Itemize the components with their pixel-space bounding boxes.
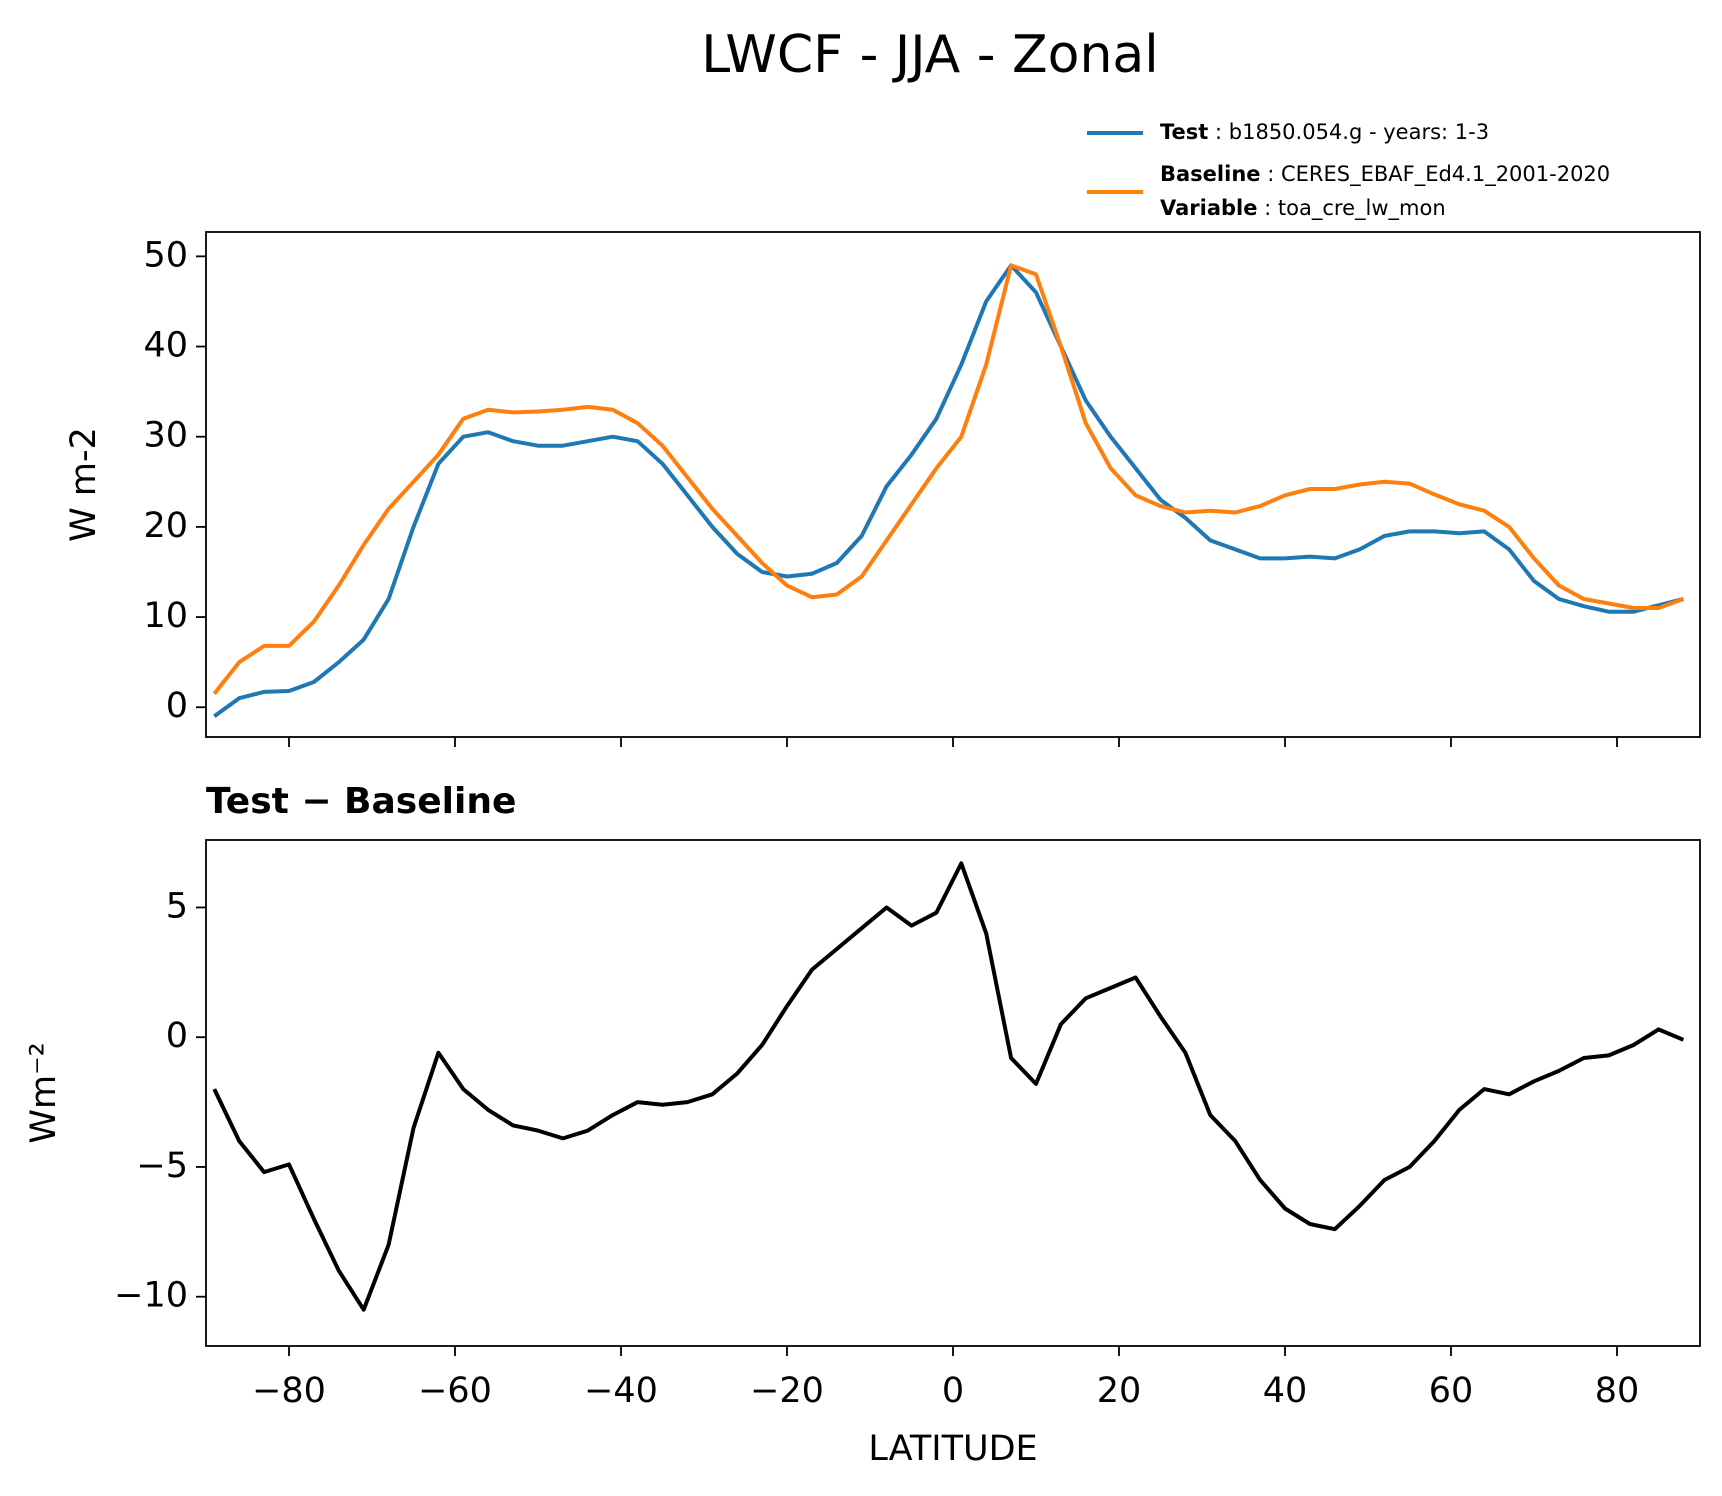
x-tick-label: 80 bbox=[1595, 1371, 1640, 1411]
y-tick-label: 30 bbox=[143, 416, 188, 456]
y-tick-label: 5 bbox=[166, 886, 188, 926]
x-tick-label: −60 bbox=[418, 1371, 492, 1411]
y-tick-label: 20 bbox=[143, 506, 188, 546]
legend-entry: Baseline : CERES_EBAF_Ed4.1_2001-2020 bbox=[1160, 162, 1610, 187]
y-tick-label: 10 bbox=[143, 596, 188, 636]
legend-entry: Test : b1850.054.g - years: 1-3 bbox=[1160, 120, 1489, 144]
legend-separator: : bbox=[1257, 196, 1277, 220]
x-tick-label: −20 bbox=[750, 1371, 824, 1411]
legend-text: CERES_EBAF_Ed4.1_2001-2020 bbox=[1281, 162, 1610, 187]
y-tick-label: 0 bbox=[166, 1016, 188, 1056]
x-tick-label: 0 bbox=[942, 1371, 964, 1411]
series-line bbox=[212, 861, 1685, 1312]
x-tick-label: −40 bbox=[584, 1371, 658, 1411]
y-tick-label: −5 bbox=[136, 1146, 188, 1186]
y-axis-label: W m-2 bbox=[64, 427, 104, 542]
legend-entry: Variable : toa_cre_lw_mon bbox=[1160, 196, 1446, 221]
legend-separator: : bbox=[1208, 120, 1228, 144]
y-tick-label: −10 bbox=[114, 1276, 188, 1316]
legend-name: Test bbox=[1160, 120, 1208, 144]
x-tick-label: 60 bbox=[1429, 1371, 1474, 1411]
series-line bbox=[213, 263, 1684, 718]
axes-frame bbox=[205, 231, 1701, 738]
y-tick-label: 0 bbox=[166, 686, 188, 726]
x-tick-label: 20 bbox=[1097, 1371, 1142, 1411]
y-tick-label: 40 bbox=[143, 326, 188, 366]
legend-name: Variable bbox=[1160, 196, 1257, 220]
legend-text: toa_cre_lw_mon bbox=[1278, 196, 1446, 221]
panel-title: Test − Baseline bbox=[206, 781, 516, 822]
y-axis-label: Wm⁻² bbox=[24, 1042, 64, 1143]
y-tick-label: 50 bbox=[143, 235, 188, 275]
legend-text: b1850.054.g - years: 1-3 bbox=[1229, 120, 1489, 144]
legend-name: Baseline bbox=[1160, 162, 1261, 186]
x-tick-label: −80 bbox=[252, 1371, 326, 1411]
series-line bbox=[212, 263, 1685, 695]
x-tick-label: 40 bbox=[1263, 1371, 1308, 1411]
axes-frame bbox=[205, 839, 1701, 1347]
figure-title: LWCF - JJA - Zonal bbox=[701, 25, 1159, 85]
x-axis-label: LATITUDE bbox=[868, 1429, 1037, 1469]
legend-separator: : bbox=[1261, 162, 1281, 186]
